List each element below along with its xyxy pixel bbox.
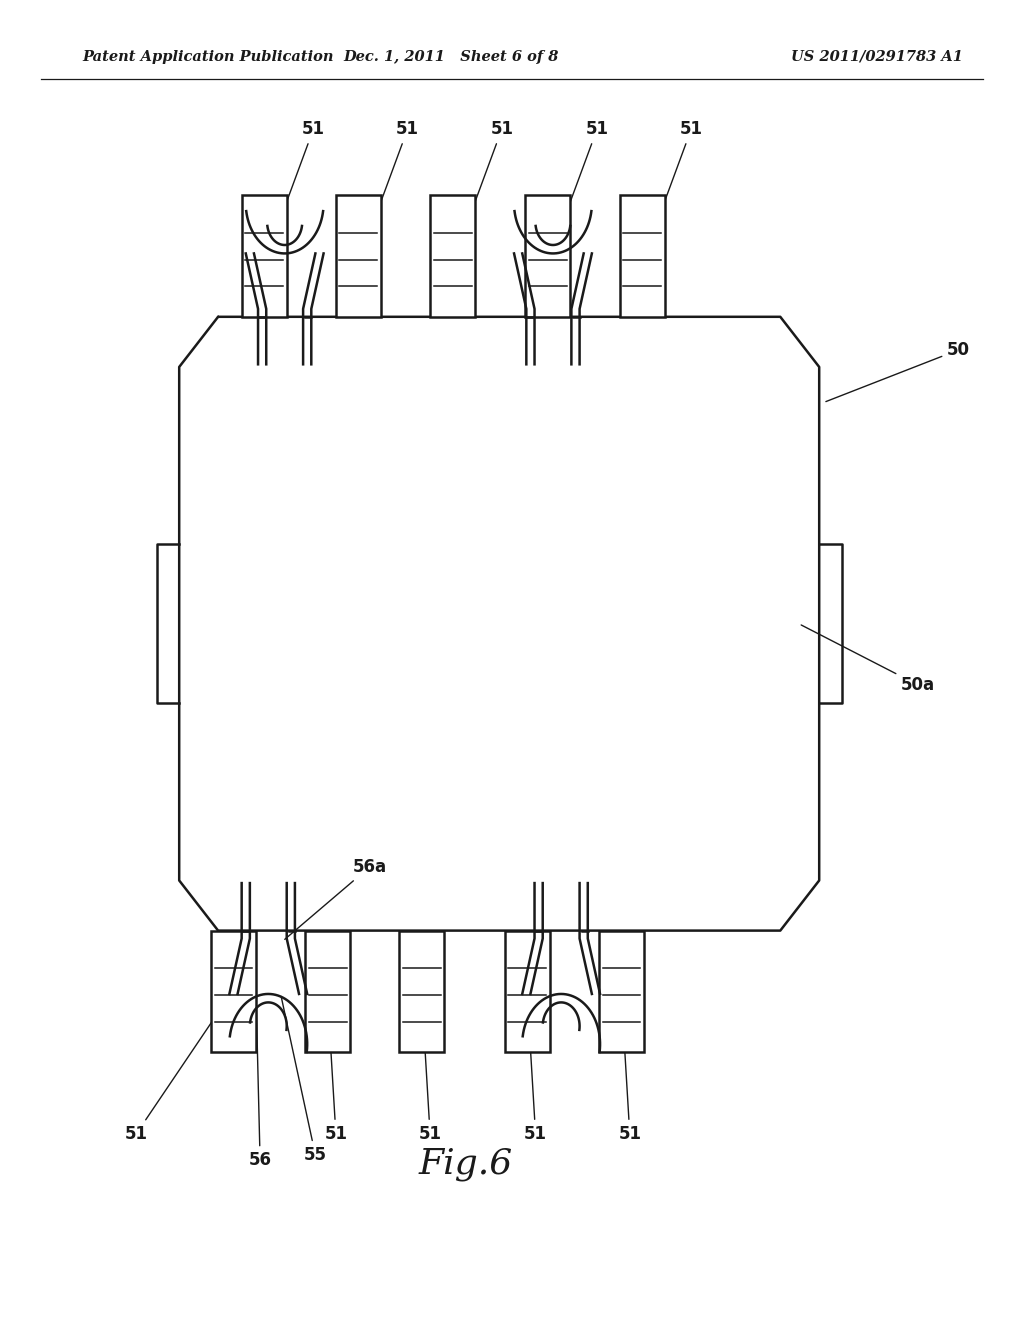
Text: 51: 51 [325,1001,347,1143]
Text: 51: 51 [618,1001,641,1143]
Bar [336,195,381,317]
Text: US 2011/0291783 A1: US 2011/0291783 A1 [791,50,963,63]
Bar [599,931,644,1052]
Text: 51: 51 [419,1001,441,1143]
Text: 51: 51 [561,120,608,227]
Text: 56: 56 [249,997,271,1170]
Bar [242,195,287,317]
Text: 51: 51 [524,1001,547,1143]
Text: 51: 51 [125,999,226,1143]
Bar [525,195,570,317]
Bar [211,931,256,1052]
Text: 51: 51 [655,120,702,227]
Bar [399,931,444,1052]
Text: Patent Application Publication: Patent Application Publication [82,50,334,63]
Text: 50a: 50a [801,624,935,694]
Text: Fig.6: Fig.6 [419,1147,513,1181]
Text: 51: 51 [372,120,419,227]
Text: 50: 50 [826,341,970,401]
Bar [430,195,475,317]
Text: 55: 55 [282,997,327,1164]
Bar [505,931,550,1052]
Bar [620,195,665,317]
Text: 51: 51 [466,120,513,227]
Text: Dec. 1, 2011   Sheet 6 of 8: Dec. 1, 2011 Sheet 6 of 8 [343,50,558,63]
Bar [305,931,350,1052]
Text: 56a: 56a [285,858,386,940]
Polygon shape [179,317,819,931]
Text: 51: 51 [278,120,325,227]
